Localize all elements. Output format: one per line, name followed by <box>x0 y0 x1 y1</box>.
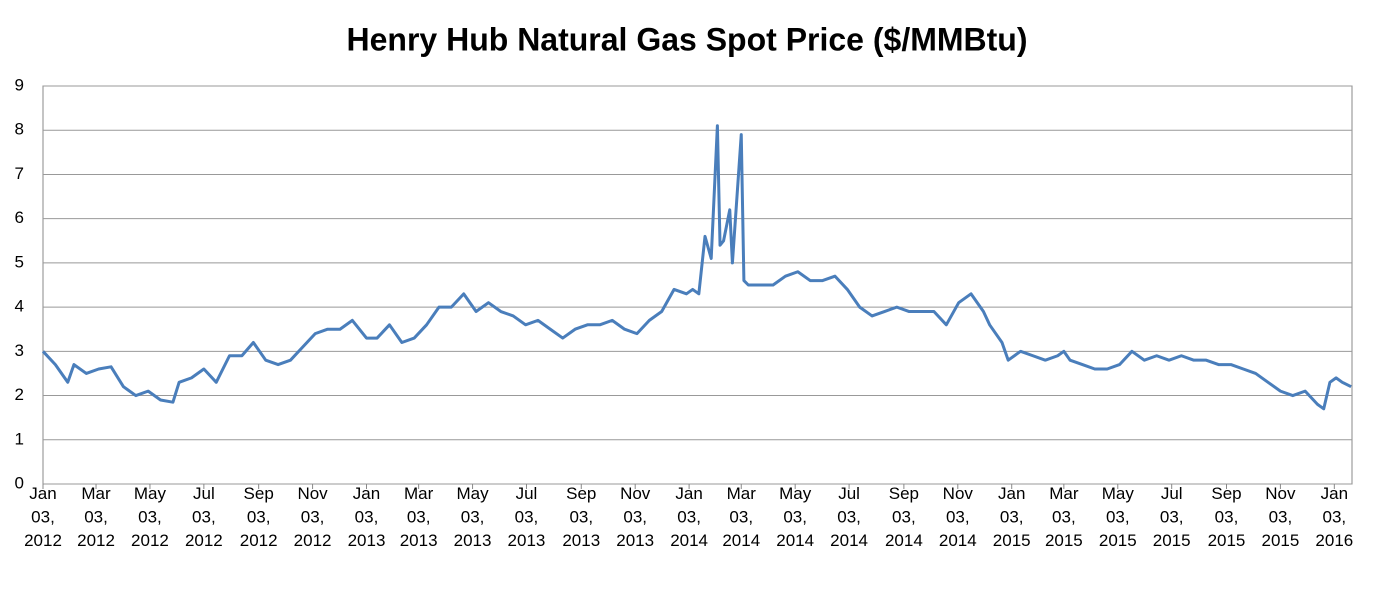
x-tick-label: Jul 03, 2013 <box>508 484 546 550</box>
x-tick-label: Jul 03, 2015 <box>1153 484 1191 550</box>
x-tick-label: Jan 03, 2014 <box>670 484 708 550</box>
x-tick-label: Sep 03, 2015 <box>1208 484 1246 550</box>
y-tick-label: 7 <box>15 164 24 183</box>
price-line <box>41 124 1352 411</box>
y-tick-label: 2 <box>15 385 24 404</box>
plot-frame <box>42 85 1353 485</box>
x-tick-label: Nov 03, 2014 <box>939 484 977 550</box>
x-tick-label: Mar 03, 2014 <box>722 484 760 550</box>
x-tick-label: Jul 03, 2014 <box>830 484 868 550</box>
x-tick-label: Sep 03, 2014 <box>885 484 923 550</box>
y-tick-label: 9 <box>15 75 24 94</box>
x-tick-label: Sep 03, 2012 <box>240 484 278 550</box>
x-tick-label: May 03, 2014 <box>776 484 814 550</box>
y-tick-label: 8 <box>15 120 24 139</box>
y-tick-label: 5 <box>15 252 24 271</box>
x-tick-label: Jul 03, 2012 <box>185 484 223 550</box>
y-tick-label: 3 <box>15 341 24 360</box>
x-tick-label: May 03, 2012 <box>131 484 169 550</box>
x-tick-label: Mar 03, 2015 <box>1045 484 1083 550</box>
x-tick-label: Jan 03, 2015 <box>993 484 1031 550</box>
x-tick-label: Mar 03, 2012 <box>77 484 115 550</box>
x-tick-label: Jan 03, 2013 <box>348 484 386 550</box>
x-tick-label: Nov 03, 2012 <box>294 484 332 550</box>
y-tick-label: 4 <box>15 297 24 316</box>
y-tick-label: 0 <box>15 473 24 492</box>
y-tick-label: 1 <box>15 429 24 448</box>
chart-title: Henry Hub Natural Gas Spot Price ($/MMBt… <box>347 21 1028 57</box>
x-tick-label: Mar 03, 2013 <box>400 484 438 550</box>
x-tick-label: Nov 03, 2015 <box>1261 484 1299 550</box>
x-tick-label: May 03, 2015 <box>1099 484 1137 550</box>
y-tick-label: 6 <box>15 208 24 227</box>
x-tick-label: Sep 03, 2013 <box>562 484 600 550</box>
x-tick-label: Nov 03, 2013 <box>616 484 654 550</box>
x-tick-label: Jan 03, 2016 <box>1315 484 1353 550</box>
x-tick-label: Jan 03, 2012 <box>24 484 62 550</box>
x-tick-label: May 03, 2013 <box>454 484 492 550</box>
